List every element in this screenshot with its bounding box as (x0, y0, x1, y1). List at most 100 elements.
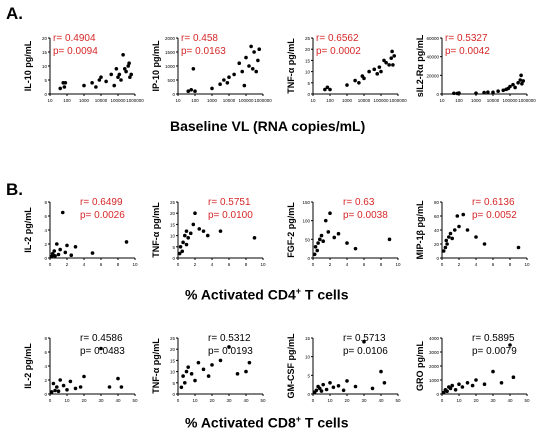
data-point (227, 345, 231, 349)
y-tick-label: 50 (305, 237, 311, 242)
data-point (450, 236, 455, 241)
data-point (205, 233, 210, 238)
data-point (328, 87, 332, 92)
data-point (49, 390, 54, 394)
data-point (445, 389, 449, 394)
data-point (362, 339, 366, 344)
r-value: r= 0.6562 (316, 33, 359, 44)
y-tick-label: 0 (436, 256, 439, 261)
y-tick-label: 20 (170, 211, 176, 216)
data-point (491, 369, 495, 374)
data-point (474, 91, 478, 95)
x-tick-label: 2 (329, 262, 332, 267)
data-point (232, 72, 236, 77)
data-point (448, 231, 453, 236)
data-point (104, 79, 108, 84)
y-tick-label: 10 (170, 370, 176, 375)
y-tick-label: 80 (434, 200, 440, 205)
x-tick-label: 30 (226, 398, 232, 403)
data-point (332, 235, 337, 240)
data-point (372, 67, 377, 72)
x-tick-label: 1000000 (518, 98, 536, 103)
y-tick-label: 0 (44, 256, 47, 261)
x-tick-label: 50 (132, 398, 138, 403)
data-point (210, 86, 214, 91)
y-axis-label: GM-CSF pg/mL (286, 333, 296, 398)
x-tick-label: 10000 (358, 98, 371, 103)
data-point (180, 249, 185, 254)
data-point (443, 245, 448, 250)
data-point (448, 386, 453, 391)
p-value: p= 0.0163 (181, 46, 226, 57)
data-point (186, 365, 190, 369)
chart-a-2: 0 500 1000 1500 2000 10 100 1000 10000 100000 1000… (151, 33, 272, 103)
y-axis-label: IL-2 pg/mL (23, 207, 33, 253)
data-point (117, 72, 122, 77)
data-point (474, 378, 478, 382)
data-point (178, 245, 183, 249)
data-point (90, 251, 95, 255)
y-tick-label: 60000 (426, 36, 439, 41)
x-tick-label: 0 (177, 398, 180, 403)
data-point (122, 67, 127, 71)
x-tick-label: 10 (439, 98, 445, 103)
data-point (124, 69, 128, 74)
y-tick-label: 6 (44, 214, 47, 219)
p-value: p= 0.0026 (80, 210, 125, 221)
data-point (453, 388, 458, 392)
x-tick-label: 2 (458, 262, 461, 267)
chart-b-3: 0 50 100 150 0 2 4 6 8 10 FGF-2 pg/mL r= 0.63 p= 0.0… (286, 197, 401, 267)
x-tick-label: 8 (380, 262, 383, 267)
data-point (328, 211, 332, 215)
data-point (58, 378, 62, 382)
y-axis-label: GRO pg/mL (415, 341, 425, 391)
data-point (316, 241, 320, 245)
x-tick-label: 0 (49, 262, 52, 267)
r-value: r= 0.5751 (208, 197, 251, 208)
y-tick-label: 0 (172, 92, 175, 97)
data-point (444, 238, 449, 243)
data-point (508, 84, 512, 89)
data-point (69, 253, 74, 257)
chart-c-4: 0 1000 2000 3000 4000 0 10 20 30 40 50 GRO pg/mL r= … (415, 333, 530, 403)
data-point (499, 381, 504, 385)
data-point (197, 227, 202, 231)
p-value: p= 0.0106 (343, 346, 388, 357)
data-point (482, 382, 487, 387)
data-point (247, 64, 251, 68)
data-point (482, 90, 486, 95)
data-point (128, 75, 132, 79)
r-value: r= 0.5713 (343, 333, 386, 344)
x-tick-label: 1000000 (254, 98, 272, 103)
x-tick-label: 10000 (487, 98, 500, 103)
data-point (126, 64, 131, 68)
data-point (193, 89, 197, 93)
chart-b-1: 0 2 4 6 8 0 2 4 6 8 10 IL-2 pg/mL r= 0.6499 p= 0.0026 (23, 197, 138, 267)
y-tick-label: 0 (307, 392, 310, 397)
data-point (391, 63, 395, 67)
x-tick-label: 1000 (79, 98, 90, 103)
data-point (516, 245, 521, 250)
data-point (119, 385, 124, 389)
data-point (114, 67, 119, 71)
data-point (513, 85, 517, 90)
data-point (315, 248, 320, 253)
data-point (318, 386, 322, 391)
y-tick-label: 100 (302, 219, 310, 224)
data-point (99, 75, 103, 79)
data-point (82, 374, 86, 379)
data-point (326, 230, 331, 234)
y-tick-label: 10 (170, 234, 176, 239)
data-point (188, 231, 193, 236)
data-point (390, 49, 394, 54)
y-axis-label: TNF-α pg/mL (151, 338, 161, 394)
data-point (324, 387, 329, 392)
data-point (491, 90, 495, 95)
y-tick-label: 5 (307, 373, 310, 378)
y-tick-label: 40000 (426, 55, 439, 60)
data-point (518, 78, 523, 82)
x-tick-label: 6 (492, 262, 495, 267)
data-point (218, 82, 222, 86)
x-tick-label: 10000 (95, 98, 108, 103)
data-point (445, 242, 449, 246)
